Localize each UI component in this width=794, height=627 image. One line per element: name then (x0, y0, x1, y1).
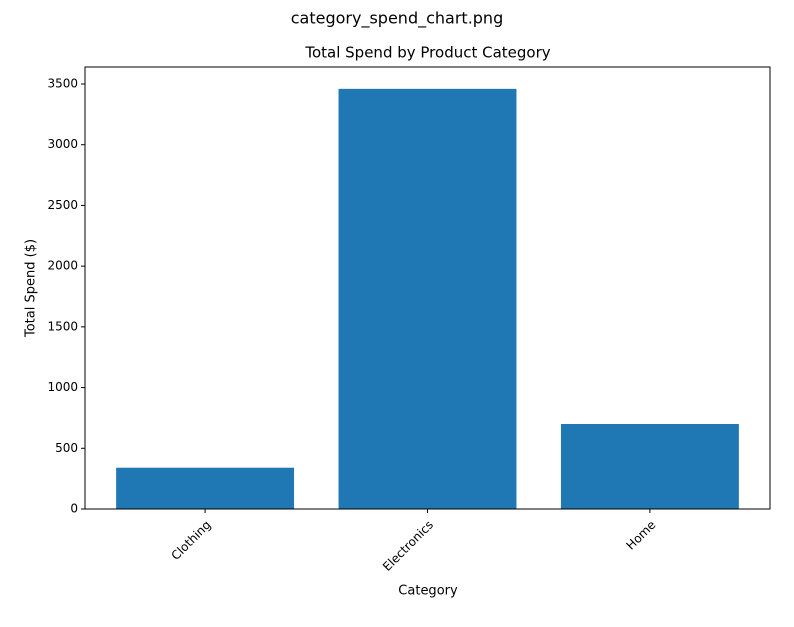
bar (116, 467, 295, 509)
y-tick-label: 500 (55, 441, 78, 455)
y-tick-label: 0 (70, 502, 78, 516)
y-tick-label: 1000 (47, 380, 78, 394)
x-tick-label: Electronics (380, 518, 436, 574)
bar (338, 88, 517, 509)
bar (560, 424, 739, 509)
y-tick-label: 1500 (47, 319, 78, 333)
y-tick-label: 3000 (47, 137, 78, 151)
y-tick-label: 2500 (47, 198, 78, 212)
chart-title: Total Spend by Product Category (304, 44, 550, 62)
y-tick-label: 2000 (47, 259, 78, 273)
file-name: category_spend_chart.png (291, 9, 503, 29)
y-axis-label: Total Spend ($) (24, 239, 39, 338)
y-tick-label: 3500 (47, 77, 78, 91)
plot-frame (84, 66, 771, 510)
x-tick-label: Home (624, 518, 659, 553)
x-axis-label: Category (398, 584, 458, 599)
x-tick-label: Clothing (168, 518, 213, 563)
